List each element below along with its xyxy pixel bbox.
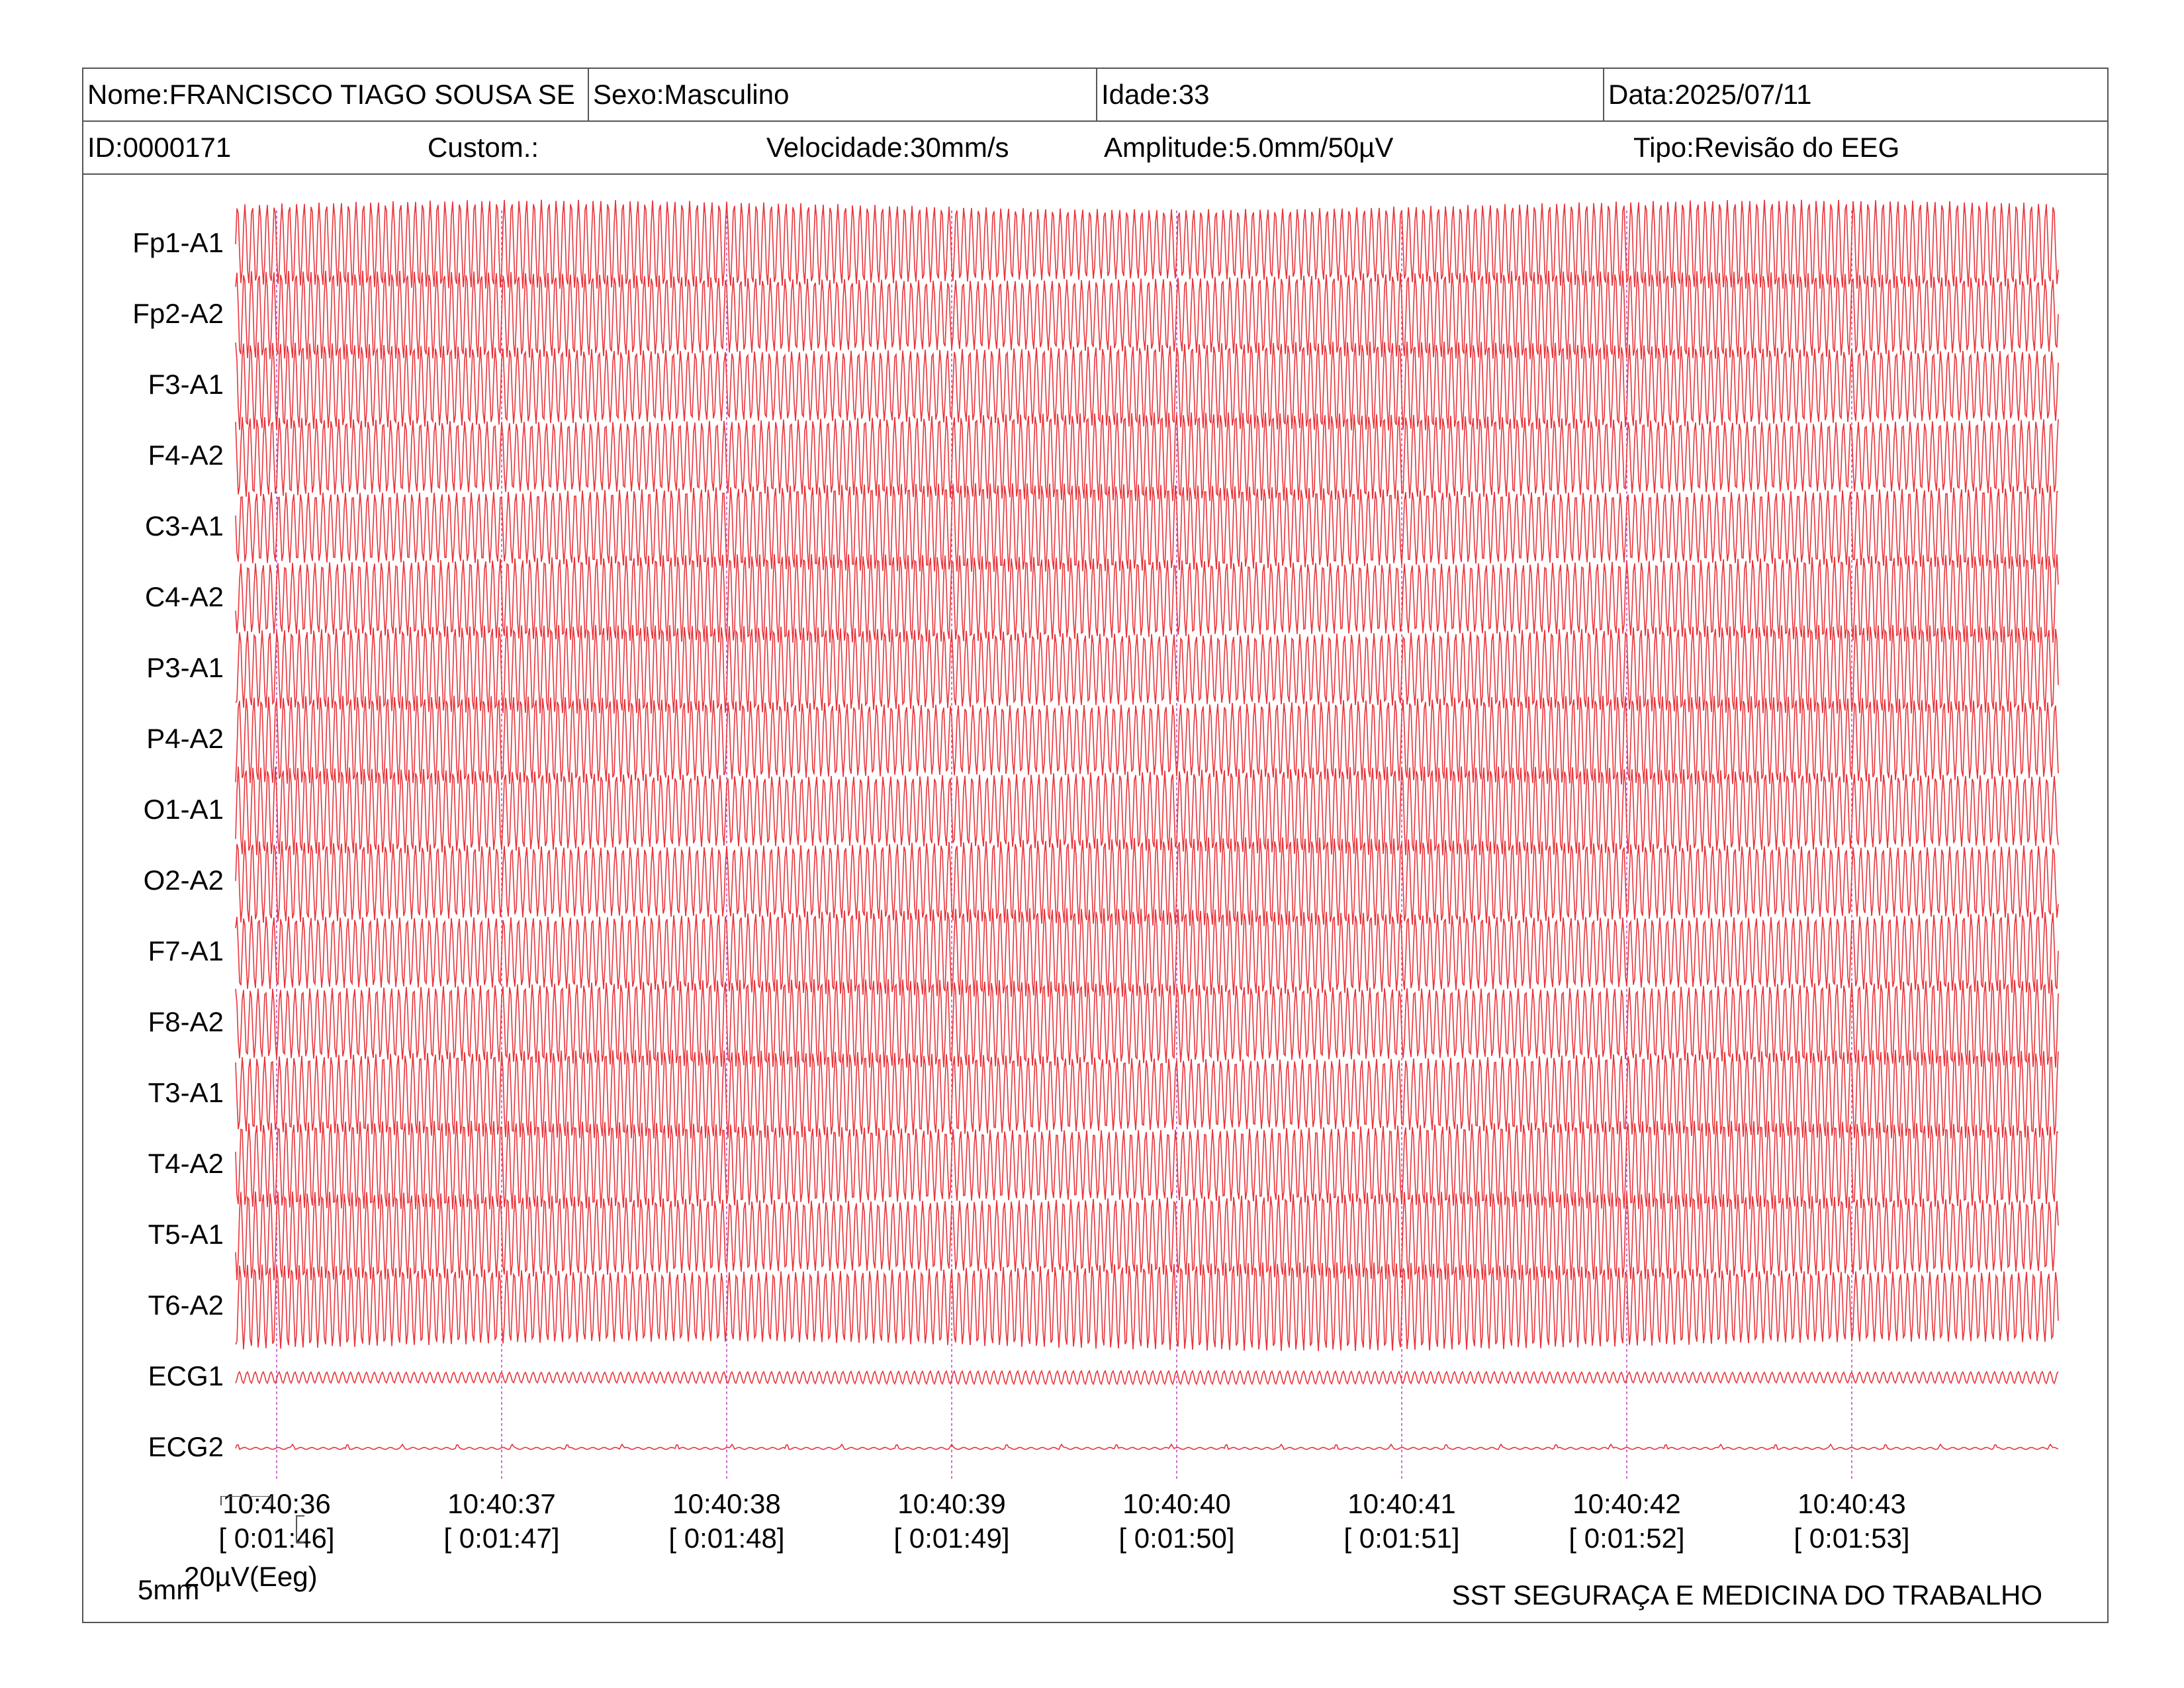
- patient-age: Idade:33: [1097, 69, 1604, 120]
- exam-type: Tipo:Revisão do EEG: [1633, 132, 1900, 163]
- channel-label: Fp2-A2: [132, 298, 224, 329]
- time-clock-label: 10:40:40: [1122, 1488, 1231, 1519]
- channel-trace: [235, 908, 2059, 998]
- channel-trace: [235, 199, 2059, 289]
- channel-trace: [235, 1262, 2059, 1352]
- scale-bar-icon: [220, 1496, 304, 1543]
- time-elapsed-label: [ 0:01:51]: [1343, 1523, 1460, 1554]
- clinic-name: SST SEGURAÇA E MEDICINA DO TRABALHO: [1451, 1579, 2042, 1611]
- channel-trace: [235, 1191, 2059, 1281]
- channel-trace: [235, 695, 2059, 785]
- time-clock-label: 10:40:43: [1797, 1488, 1906, 1519]
- channel-trace: [235, 1121, 2059, 1209]
- header-row-patient: Nome:FRANCISCO TIAGO SOUSA SE Sexo:Mascu…: [83, 69, 2107, 122]
- channel-trace: [235, 341, 2059, 431]
- channel-trace: [235, 554, 2059, 643]
- time-clock-label: 10:40:38: [672, 1488, 781, 1519]
- channel-label: F8-A2: [148, 1006, 224, 1037]
- channel-label: O1-A1: [143, 794, 224, 825]
- channel-label: F4-A2: [148, 440, 224, 471]
- amplitude-setting: Amplitude:5.0mm/50µV: [1104, 132, 1394, 163]
- time-clock-label: 10:40:36: [222, 1488, 331, 1519]
- time-clock-label: 10:40:39: [897, 1488, 1006, 1519]
- channel-trace: [235, 1443, 2059, 1450]
- channel-label: C4-A2: [144, 581, 224, 612]
- time-elapsed-label: [ 0:01:53]: [1794, 1523, 1910, 1554]
- channel-trace: [235, 978, 2059, 1068]
- channel-label: P3-A1: [146, 652, 224, 683]
- scale-amplitude-label: 20µV(Eeg): [184, 1561, 318, 1592]
- channel-label: T3-A1: [148, 1077, 224, 1108]
- patient-id: ID:0000171: [87, 132, 232, 163]
- channel-label: T4-A2: [148, 1148, 224, 1179]
- channel-label: Fp1-A1: [132, 227, 224, 258]
- channel-label: F3-A1: [148, 369, 224, 400]
- channel-label: T6-A2: [148, 1289, 224, 1321]
- time-elapsed-label: [ 0:01:48]: [668, 1523, 785, 1554]
- channel-label: T5-A1: [148, 1219, 224, 1250]
- channel-label: O2-A2: [143, 865, 224, 896]
- time-clock-label: 10:40:42: [1572, 1488, 1681, 1519]
- header-row-settings: ID:0000171 Custom.: Velocidade:30mm/s Am…: [83, 122, 2107, 175]
- channel-trace: [235, 624, 2059, 714]
- time-clock-label: 10:40:37: [447, 1488, 556, 1519]
- time-elapsed-label: [ 0:01:46]: [218, 1523, 335, 1554]
- patient-name: Nome:FRANCISCO TIAGO SOUSA SE: [83, 69, 589, 120]
- report-sheet: Nome:FRANCISCO TIAGO SOUSA SE Sexo:Mascu…: [82, 68, 2109, 1623]
- scale-time-label: 5mm: [138, 1574, 200, 1605]
- channel-label: C3-A1: [144, 510, 224, 541]
- patient-sex: Sexo:Masculino: [589, 69, 1097, 120]
- channel-trace: [235, 483, 2059, 572]
- channel-label: F7-A1: [148, 935, 224, 966]
- channel-label: ECG1: [148, 1360, 224, 1391]
- channel-label: ECG2: [148, 1431, 224, 1462]
- exam-date: Data:2025/07/11: [1608, 79, 1812, 110]
- channel-trace: [235, 270, 2059, 360]
- channel-trace: [235, 1050, 2059, 1139]
- time-clock-label: 10:40:41: [1347, 1488, 1456, 1519]
- time-elapsed-label: [ 0:01:47]: [443, 1523, 560, 1554]
- custom-field: Custom.:: [428, 132, 539, 163]
- time-elapsed-label: [ 0:01:50]: [1118, 1523, 1235, 1554]
- channel-trace: [235, 1370, 2059, 1385]
- channel-trace: [235, 766, 2059, 856]
- channel-trace: [235, 412, 2059, 502]
- channel-trace: [235, 837, 2059, 927]
- time-elapsed-label: [ 0:01:52]: [1569, 1523, 1685, 1554]
- channel-label: P4-A2: [146, 723, 224, 754]
- time-elapsed-label: [ 0:01:49]: [893, 1523, 1010, 1554]
- speed-setting: Velocidade:30mm/s: [766, 132, 1009, 163]
